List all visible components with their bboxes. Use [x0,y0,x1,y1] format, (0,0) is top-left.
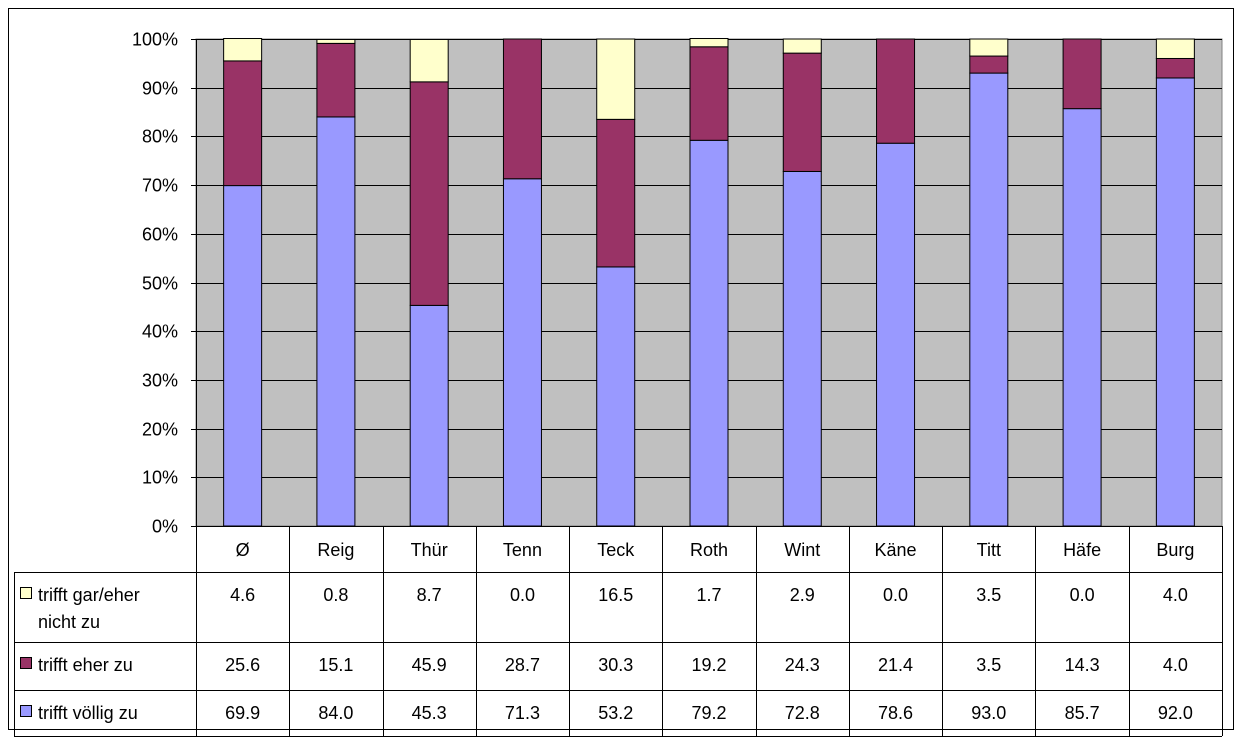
data-label: 3.5 [976,655,1001,675]
data-label: 21.4 [878,655,913,675]
data-label: 93.0 [971,703,1006,723]
y-tick-label: 80% [142,127,178,147]
bar-segment [689,46,729,141]
bar-segment [782,52,822,172]
y-tick-label: 20% [142,420,178,440]
y-tick-label: 40% [142,322,178,342]
y-tick-label: 100% [132,30,178,50]
y-tick-label: 10% [142,468,178,488]
data-label: 8.7 [417,585,442,605]
y-tick-label: 0% [152,517,178,537]
data-label: 69.9 [225,703,260,723]
legend-label: trifft gar/eher [38,585,140,605]
bar-segment [596,118,636,268]
category-label: Wint [784,540,820,560]
data-label: 28.7 [505,655,540,675]
category-label: Titt [977,540,1001,560]
legend-label: trifft eher zu [38,655,133,675]
bar-segment [1155,57,1195,79]
data-label: 4.0 [1163,585,1188,605]
bar-segment [316,42,356,118]
data-label: 15.1 [318,655,353,675]
bar-segment [876,38,916,144]
data-label: 78.6 [878,703,913,723]
bar-segment [316,116,356,527]
data-label: 2.9 [790,585,815,605]
bar-segment [316,38,356,44]
data-label: 0.8 [323,585,348,605]
legend-label: trifft völlig zu [38,703,138,723]
bar-segment [969,72,1009,527]
category-label: Tenn [503,540,542,560]
y-tick-label: 50% [142,274,178,294]
data-label: 84.0 [318,703,353,723]
bar-segment [969,55,1009,74]
data-label: 0.0 [510,585,535,605]
category-label: Thür [411,540,448,560]
legend-swatch [20,587,32,599]
data-label: 14.3 [1065,655,1100,675]
bar-segment [502,38,542,180]
bar-segment [596,266,636,527]
bar-segment [876,142,916,527]
data-label: 19.2 [691,655,726,675]
bar-segment [1155,38,1195,59]
bar-segment [409,304,449,527]
category-label: Ø [236,540,250,560]
category-label: Käne [875,540,917,560]
y-tick-label: 60% [142,225,178,245]
category-label: Burg [1156,540,1194,560]
data-label: 45.3 [412,703,447,723]
data-label: 30.3 [598,655,633,675]
bar-segment [409,38,449,83]
bar-segment [223,38,263,62]
bar-segment [223,185,263,527]
legend-label: nicht zu [38,612,100,632]
data-label: 4.6 [230,585,255,605]
category-label: Teck [597,540,635,560]
category-label: Roth [690,540,728,560]
bar-segment [502,178,542,527]
data-label: 79.2 [691,703,726,723]
category-label: Reig [317,540,354,560]
data-label: 0.0 [1070,585,1095,605]
legend-swatch [20,705,32,717]
y-tick-label: 90% [142,79,178,99]
legend-swatch [20,657,32,669]
category-label: Häfe [1063,540,1101,560]
data-label: 45.9 [412,655,447,675]
data-label: 24.3 [785,655,820,675]
y-tick-label: 70% [142,176,178,196]
data-label: 72.8 [785,703,820,723]
bar-segment [782,170,822,527]
bar-segment [1155,77,1195,527]
bar-segment [969,38,1009,57]
bar-segment [782,38,822,54]
data-label: 71.3 [505,703,540,723]
data-label: 1.7 [696,585,721,605]
bar-segment [409,81,449,306]
data-label: 25.6 [225,655,260,675]
bar-segment [689,139,729,527]
y-tick-label: 30% [142,371,178,391]
bar-segment [223,60,263,187]
data-label: 92.0 [1158,703,1193,723]
data-label: 53.2 [598,703,633,723]
bar-segment [1062,108,1102,527]
data-label: 3.5 [976,585,1001,605]
data-label: 0.0 [883,585,908,605]
bar-segment [1062,38,1102,110]
bar-segment [689,38,729,48]
bar-segment [596,38,636,120]
data-label: 4.0 [1163,655,1188,675]
data-label: 16.5 [598,585,633,605]
data-label: 85.7 [1065,703,1100,723]
